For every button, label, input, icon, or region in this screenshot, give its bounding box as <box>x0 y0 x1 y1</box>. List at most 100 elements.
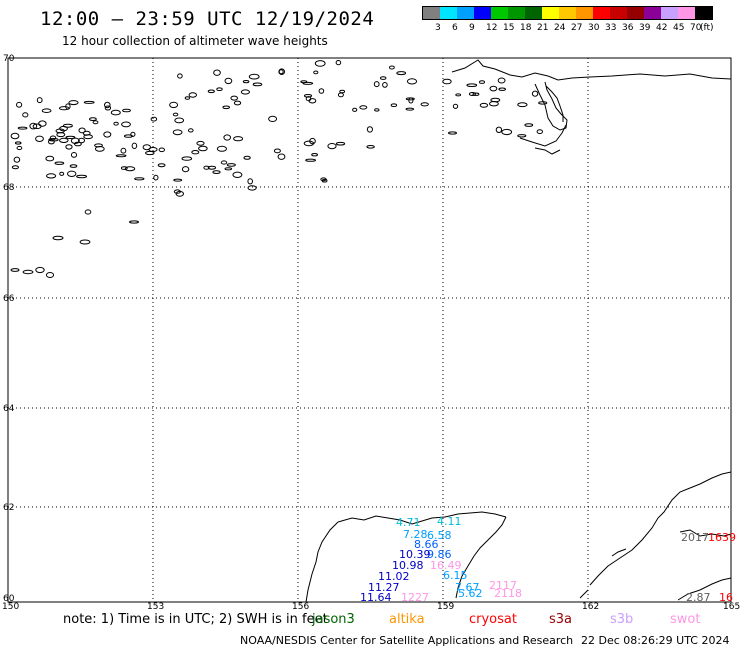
island-outline <box>216 87 223 91</box>
legend-swatch <box>457 7 474 19</box>
wave-height-label: 2017 <box>681 531 709 544</box>
island-outline <box>11 165 19 170</box>
lat-tick-label: 62 <box>3 503 14 513</box>
island-outline <box>213 69 221 76</box>
island-outline <box>405 107 415 111</box>
wave-height-label: 4.71 <box>396 516 421 529</box>
island-outline <box>79 239 91 245</box>
island-outline <box>220 160 228 165</box>
island-outline <box>233 136 244 142</box>
wave-height-label: 4.11 <box>437 515 462 528</box>
island-outline <box>124 166 136 172</box>
wave-height-label: 10.98 <box>392 559 424 572</box>
island-outline <box>120 147 127 154</box>
island-outline <box>113 121 119 126</box>
wave-height-label: 11.02 <box>378 570 410 583</box>
island-outline <box>120 166 128 170</box>
legend-label: 9 <box>469 23 475 33</box>
legend-label: 18 <box>520 23 532 33</box>
wave-height-label: 6.15 <box>443 569 468 582</box>
island-outline <box>78 127 86 134</box>
coastline-segment <box>679 529 732 537</box>
legend-swatch <box>593 7 610 19</box>
island-outline <box>196 140 205 146</box>
legend-swatch <box>576 7 593 19</box>
island-outline <box>134 177 145 181</box>
island-outline <box>247 185 257 191</box>
island-outline <box>110 109 121 116</box>
island-outline <box>243 155 251 160</box>
lon-tick-label: 150 <box>2 602 19 612</box>
wave-height-label: 1639 <box>708 531 736 544</box>
island-outline <box>22 112 29 118</box>
island-outline <box>94 146 105 152</box>
island-outline <box>212 170 221 175</box>
island-outline <box>203 165 210 170</box>
island-outline <box>174 117 185 124</box>
legend-label: 45 <box>673 23 685 33</box>
island-outline <box>455 93 462 97</box>
legend-swatch <box>644 7 661 19</box>
lon-tick-label: 159 <box>437 602 454 612</box>
island-outline <box>479 102 489 108</box>
coastline-segment <box>305 521 339 603</box>
lon-tick-label: 156 <box>292 602 309 612</box>
island-outline <box>247 178 253 185</box>
island-outline <box>84 209 92 215</box>
coastline <box>10 59 732 603</box>
island-outline <box>70 152 78 158</box>
island-outline <box>74 141 82 147</box>
island-outline <box>531 90 539 97</box>
island-outline <box>103 131 112 138</box>
island-outline <box>58 106 70 111</box>
island-outline <box>339 89 346 94</box>
island-outline <box>305 158 317 162</box>
lat-tick-label: 68 <box>3 183 15 193</box>
island-outline <box>524 123 534 127</box>
island-outline <box>184 96 191 100</box>
legend-label: 36 <box>622 23 634 33</box>
note-text: note: 1) Time is in UTC; 2) SWH is in fe… <box>63 612 328 627</box>
island-outline <box>173 178 183 182</box>
island-outline <box>41 108 52 113</box>
island-outline <box>45 155 55 162</box>
legend-swatch <box>559 7 576 19</box>
coastline-segment <box>455 516 507 599</box>
legend-label: 33 <box>605 23 617 33</box>
island-outline <box>29 122 38 130</box>
wave-height-label: 5.62 <box>458 587 483 600</box>
island-outline <box>248 73 260 80</box>
island-outline <box>311 153 319 157</box>
lon-tick-label: 153 <box>147 602 164 612</box>
legend-label: 24 <box>554 23 566 33</box>
wave-height-label: 10.39 <box>399 548 431 561</box>
island-outline <box>309 137 316 145</box>
island-outline <box>498 87 507 91</box>
island-outline <box>242 80 250 84</box>
island-outline <box>408 97 414 104</box>
island-outline <box>448 131 457 135</box>
island-outline <box>177 73 183 79</box>
island-outline <box>490 97 501 103</box>
island-outline <box>16 101 23 108</box>
island-outline <box>122 108 131 113</box>
island-outline <box>352 107 358 112</box>
color-legend: 3 6 9 12 15 18 21 24 27 30 33 36 39 42 45 70 (ft) <box>422 6 714 34</box>
island-outline <box>479 80 485 84</box>
island-outline <box>366 145 375 149</box>
island-outline <box>366 126 373 133</box>
satellite-label: s3a <box>549 612 573 627</box>
island-outline <box>382 82 388 88</box>
island-outline <box>49 135 57 141</box>
legend-label: 21 <box>537 23 549 33</box>
legend-label: (ft) <box>700 23 714 33</box>
legend-swatch <box>678 7 695 19</box>
legend-label: 42 <box>656 23 668 33</box>
island-outline <box>65 135 76 139</box>
axis-ticks: 150 153 156 159 162 165 70 68 66 64 62 60 <box>2 54 740 612</box>
wave-height-label: 11.27 <box>368 581 400 594</box>
island-outline <box>406 78 418 85</box>
island-outline <box>517 134 527 138</box>
island-outline <box>216 145 227 152</box>
